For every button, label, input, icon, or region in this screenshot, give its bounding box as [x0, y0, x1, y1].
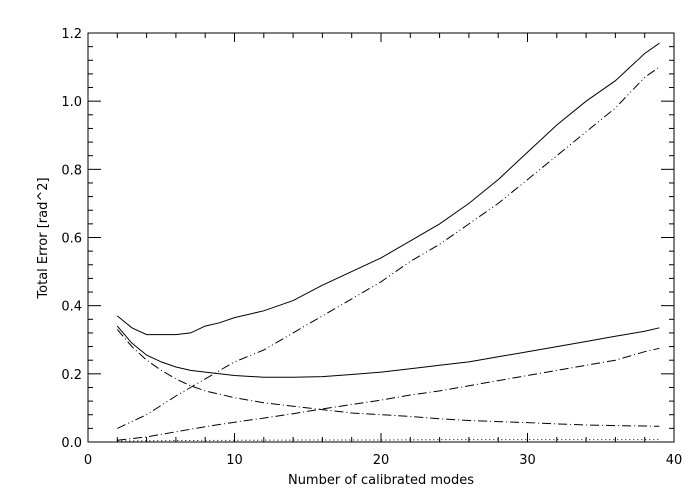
x-tick-label: 20 [373, 453, 390, 468]
x-tick-label: 10 [226, 453, 243, 468]
y-tick-label: 0.8 [61, 163, 82, 178]
series-line-6 [117, 439, 660, 442]
y-tick-label: 0.4 [61, 300, 82, 315]
plot-frame [87, 32, 675, 443]
x-tick-label: 30 [519, 453, 536, 468]
y-tick-label: 1.0 [61, 95, 82, 110]
y-tick-label: 0.6 [61, 232, 82, 247]
series-line-1 [116, 42, 660, 336]
x-tick-label: 0 [84, 453, 92, 468]
series-group [116, 42, 660, 442]
x-tick-label: 40 [666, 453, 683, 468]
series-line-5 [117, 347, 660, 441]
series-line-2 [116, 325, 660, 378]
x-axis-title: Number of calibrated modes [288, 473, 474, 488]
y-tick-label: 1.2 [61, 27, 82, 42]
series-line-3 [117, 66, 660, 429]
tick-labels: 0 10 20 30 40 0.0 0.2 0.4 0.6 0.8 1.0 1.2 [61, 27, 682, 468]
y-tick-label: 0.2 [61, 368, 82, 383]
series-line-4 [116, 329, 660, 427]
y-tick-label: 0.0 [61, 436, 82, 451]
ticks [87, 32, 675, 443]
y-axis-title: Total Error [rad^2] [36, 177, 51, 299]
